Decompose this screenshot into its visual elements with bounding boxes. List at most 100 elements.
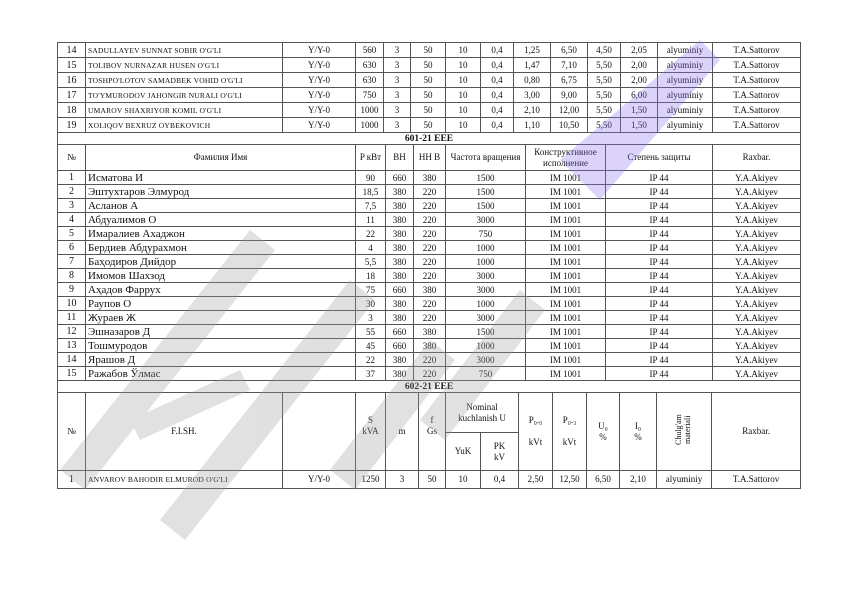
cell-f: 50 — [410, 102, 446, 118]
cell-power: 22 — [355, 352, 386, 367]
cell-hv: 380 — [385, 184, 414, 199]
table-row: 15 TOLIBOV NURNAZAR HUSEN O'G'LI Y/Y-0 630 3… — [57, 57, 801, 73]
cell-rahbar: T.A.Sattorov — [712, 72, 801, 88]
cell-lv: 220 — [413, 212, 446, 227]
cell-m: 3 — [383, 117, 411, 133]
cell-rahbar: Y.A.Akiyev — [711, 198, 802, 213]
cell-no: 16 — [57, 72, 86, 88]
cell-material: alyuminiy — [657, 57, 713, 73]
table-row: 6 Бердиев Абдурахмон 4 380 220 1000 IM 1001 IP … — [57, 240, 802, 255]
cell-u: 5,50 — [587, 117, 621, 133]
header-f-unit: Gs — [426, 426, 437, 436]
cell-material: alyuminiy — [657, 42, 713, 58]
cell-construction: IM 1001 — [525, 338, 606, 353]
cell-s: 1000 — [355, 117, 384, 133]
cell-speed: 3000 — [445, 282, 526, 297]
cell-protection: IP 44 — [605, 268, 713, 283]
cell-rahbar: T.A.Sattorov — [710, 470, 802, 489]
table-row: 2 Эштухтаров Элмурод 18,5 380 220 1500 IM 1001… — [57, 184, 802, 199]
cell-construction: IM 1001 — [525, 212, 606, 227]
cell-name: Эшназаров Д — [85, 324, 356, 339]
cell-power: 5,5 — [355, 254, 386, 269]
cell-s: 750 — [355, 87, 384, 103]
cell-s: 1250 — [355, 470, 386, 489]
cell-speed: 1000 — [445, 240, 526, 255]
cell-scheme: Y/Y-0 — [282, 42, 356, 58]
cell-m: 3 — [383, 42, 411, 58]
cell-name: Асланов А — [85, 198, 356, 213]
cell-speed: 3000 — [445, 310, 526, 325]
cell-p0: 2,10 — [513, 102, 551, 118]
cell-rahbar: Y.A.Akiyev — [711, 352, 802, 367]
cell-name: Ярашов Д — [85, 352, 356, 367]
header-s-label: S — [367, 415, 373, 425]
header-lv: НН В — [413, 144, 446, 171]
cell-no: 13 — [57, 338, 86, 353]
header-pk-voltage-label: PK — [493, 440, 506, 451]
cell-speed: 750 — [445, 366, 526, 381]
cell-material: alyuminiy — [657, 102, 713, 118]
table-row: 1 ANVAROV BAHODIR ELMUROD O'G'LI Y/Y-0 1250… — [57, 470, 802, 489]
cell-rahbar: Y.A.Akiyev — [711, 226, 802, 241]
cell-no: 1 — [57, 170, 86, 185]
cell-lv: 220 — [413, 240, 446, 255]
cell-hv: 660 — [385, 282, 414, 297]
header-i-label: I₀ — [634, 420, 642, 431]
cell-i: 2,00 — [620, 57, 658, 73]
cell-scheme: Y/Y-0 — [282, 117, 356, 133]
cell-p0: 1,25 — [513, 42, 551, 58]
cell-lv: 220 — [413, 184, 446, 199]
header-p0: P₀.₀ kVt — [518, 392, 553, 471]
cell-no: 5 — [57, 226, 86, 241]
cell-m: 3 — [383, 102, 411, 118]
header-name: F.I.SH. — [85, 392, 283, 471]
cell-pk: 0,4 — [480, 470, 519, 489]
table-row: 3 Асланов А 7,5 380 220 1500 IM 1001 IP 44 Y.A.A… — [57, 198, 802, 213]
header-construction: Конструктивное исполнение — [525, 144, 606, 171]
cell-pk: 0,4 — [480, 42, 514, 58]
cell-speed: 1500 — [445, 184, 526, 199]
cell-s: 1000 — [355, 102, 384, 118]
cell-i: 2,05 — [620, 42, 658, 58]
header-speed: Частота вращения — [445, 144, 526, 171]
header-no: № — [57, 392, 86, 471]
header-u-label: U₀ — [598, 420, 608, 431]
cell-hv: 380 — [385, 296, 414, 311]
cell-lv: 220 — [413, 310, 446, 325]
table-row: 15 Ражабов Ўлмас 37 380 220 750 IM 1001 IP 44 Y.… — [57, 366, 802, 381]
cell-rahbar: Y.A.Akiyev — [711, 212, 802, 227]
table-row: 8 Имомов Шахзод 18 380 220 3000 IM 1001 IP 44 Y.… — [57, 268, 802, 283]
cell-speed: 1000 — [445, 296, 526, 311]
header-p0-unit: kVt — [528, 437, 543, 447]
cell-hv: 380 — [385, 240, 414, 255]
cell-hv: 380 — [385, 254, 414, 269]
cell-s: 560 — [355, 42, 384, 58]
cell-name: Исматова И — [85, 170, 356, 185]
cell-rahbar: T.A.Sattorov — [712, 117, 801, 133]
cell-hv: 380 — [385, 212, 414, 227]
cell-protection: IP 44 — [605, 296, 713, 311]
cell-scheme: Y/Y-0 — [282, 72, 356, 88]
table-row: 16 TOSHPO'LOTOV SAMADBEK VOHID O'G'LI Y/Y-… — [57, 72, 801, 88]
header-rahbar: Raxbar. — [711, 144, 802, 171]
cell-f: 50 — [410, 72, 446, 88]
header-nominal: Nominal kuchlanish U — [445, 392, 519, 433]
cell-hv: 380 — [385, 352, 414, 367]
cell-lv: 380 — [413, 324, 446, 339]
cell-name: XOLIQOV BEXRUZ OYBEKOVICH — [85, 117, 283, 133]
cell-protection: IP 44 — [605, 212, 713, 227]
cell-material: alyuminiy — [656, 470, 712, 489]
cell-protection: IP 44 — [605, 324, 713, 339]
cell-no: 2 — [57, 184, 86, 199]
cell-pk: 0,4 — [480, 117, 514, 133]
cell-no: 19 — [57, 117, 86, 133]
header-pk: P₀.₃ kVt — [552, 392, 587, 471]
cell-construction: IM 1001 — [525, 240, 606, 255]
cell-lv: 380 — [413, 338, 446, 353]
header-p0-label: P₀.₀ — [528, 415, 543, 425]
cell-f: 50 — [410, 57, 446, 73]
cell-rahbar: Y.A.Akiyev — [711, 282, 802, 297]
